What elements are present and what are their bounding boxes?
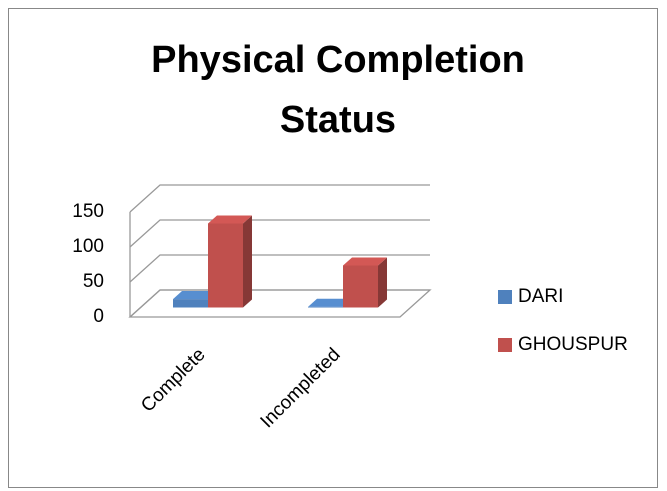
bar-side	[378, 257, 387, 308]
legend-label: DARI	[518, 286, 563, 307]
x-tick-label: Complete	[137, 344, 209, 416]
y-tick-label: 50	[83, 271, 104, 292]
chart-border	[8, 8, 658, 488]
y-tick-label: 150	[72, 201, 104, 222]
legend-swatch	[498, 290, 512, 304]
grid-line	[129, 219, 430, 248]
bar-top	[343, 257, 387, 266]
bar-front	[208, 223, 243, 308]
bar-side	[243, 215, 252, 308]
bar-front	[308, 306, 343, 308]
x-tick-label: Incompleted	[257, 344, 345, 432]
grid-line	[129, 289, 430, 318]
bar-front	[343, 265, 378, 308]
grid-line	[129, 184, 430, 213]
legend-swatch	[498, 338, 512, 352]
bar-front	[173, 299, 208, 308]
bar	[208, 215, 252, 308]
bar-top	[208, 215, 252, 224]
legend-label: GHOUSPUR	[518, 334, 628, 355]
bar	[343, 257, 387, 308]
bar-top	[173, 291, 217, 300]
y-tick-label: 0	[93, 306, 104, 327]
bar-top	[308, 298, 352, 307]
chart-title: Physical Completion Status	[151, 39, 525, 141]
y-tick-label: 100	[72, 236, 104, 257]
grid-line	[129, 254, 430, 283]
